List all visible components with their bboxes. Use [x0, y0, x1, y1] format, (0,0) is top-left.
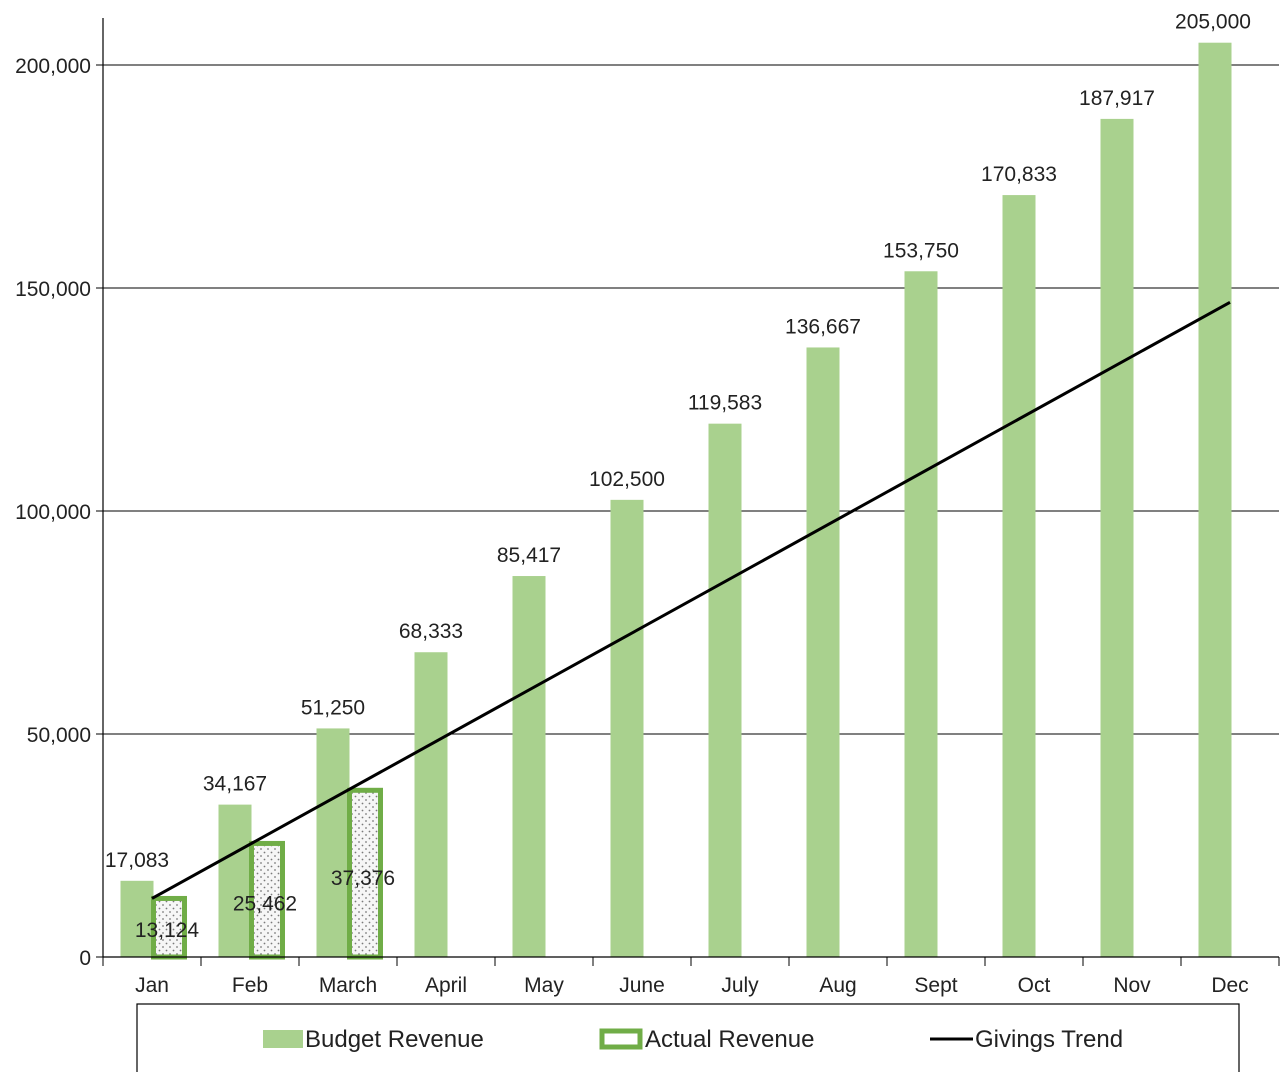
budget-data-label: 136,667 — [785, 315, 861, 338]
x-tick-label: Oct — [1018, 974, 1051, 997]
x-tick-label: Sept — [914, 974, 957, 997]
y-tick-label: 200,000 — [15, 55, 91, 78]
budget-bar — [120, 880, 154, 957]
x-tick-label: May — [524, 974, 564, 997]
budget-bar — [1198, 42, 1232, 957]
budget-data-label: 34,167 — [203, 773, 267, 796]
budget-data-label: 187,917 — [1079, 87, 1155, 110]
budget-bar — [1100, 118, 1134, 957]
budget-data-label: 153,750 — [883, 239, 959, 262]
legend-budget-swatch — [263, 1030, 303, 1048]
budget-bar — [708, 423, 742, 958]
legend-trend-label: Givings Trend — [975, 1026, 1123, 1053]
budget-data-label: 102,500 — [589, 468, 665, 491]
budget-data-labels: 17,083 34,167 51,250 68,333 85,417 102,500 119… — [105, 11, 1251, 872]
y-tick-label: 100,000 — [15, 501, 91, 524]
legend: Budget Revenue Actual Revenue Givings Tr… — [136, 1003, 1240, 1072]
budget-data-label: 85,417 — [497, 544, 561, 567]
budget-bar — [218, 804, 252, 957]
legend-actual-label: Actual Revenue — [645, 1026, 814, 1053]
x-tick-label: Feb — [232, 974, 268, 997]
x-tick-label: June — [619, 974, 665, 997]
x-tick-label: March — [319, 974, 377, 997]
budget-bar — [904, 271, 938, 957]
trend-line-group — [151, 300, 1231, 900]
actual-data-label: 25,462 — [233, 892, 297, 915]
x-tick-label: July — [721, 974, 759, 997]
legend-actual-swatch — [599, 1028, 643, 1050]
budget-bar — [806, 347, 840, 957]
actual-data-labels: 13,124 25,462 37,376 — [135, 867, 395, 942]
budget-data-label: 17,083 — [105, 849, 169, 872]
budget-data-label: 51,250 — [301, 696, 365, 719]
x-axis-ticks: Jan Feb March April May June July Aug Sept Oct Nov… — [102, 957, 1280, 997]
x-tick-label: April — [425, 974, 467, 997]
budget-data-label: 119,583 — [688, 392, 762, 415]
budget-bar — [512, 576, 546, 957]
budget-data-label: 170,833 — [981, 163, 1057, 186]
actual-bar — [151, 895, 187, 960]
actual-data-label: 37,376 — [331, 867, 395, 890]
legend-box — [136, 1003, 1240, 1072]
y-tick-label: 0 — [79, 947, 91, 970]
budget-bar — [414, 652, 448, 957]
actual-data-label: 13,124 — [135, 919, 200, 942]
budget-data-label: 205,000 — [1175, 11, 1251, 34]
budget-bar — [610, 499, 644, 957]
trend-line — [151, 300, 1231, 900]
axes — [102, 18, 1279, 958]
x-tick-label: Dec — [1211, 974, 1248, 997]
y-axis-ticks: 0 50,000 100,000 150,000 200,000 — [15, 55, 103, 970]
y-tick-label: 50,000 — [27, 724, 91, 747]
x-tick-label: Aug — [819, 974, 856, 997]
gridlines — [103, 64, 1279, 735]
y-tick-label: 150,000 — [15, 278, 91, 301]
budget-data-label: 68,333 — [399, 620, 463, 643]
x-tick-label: Jan — [135, 974, 169, 997]
x-tick-label: Nov — [1113, 974, 1151, 997]
budget-bar — [1002, 195, 1036, 957]
budget-bars — [120, 42, 1232, 958]
legend-budget-label: Budget Revenue — [305, 1026, 484, 1053]
budget-bar — [316, 728, 350, 957]
